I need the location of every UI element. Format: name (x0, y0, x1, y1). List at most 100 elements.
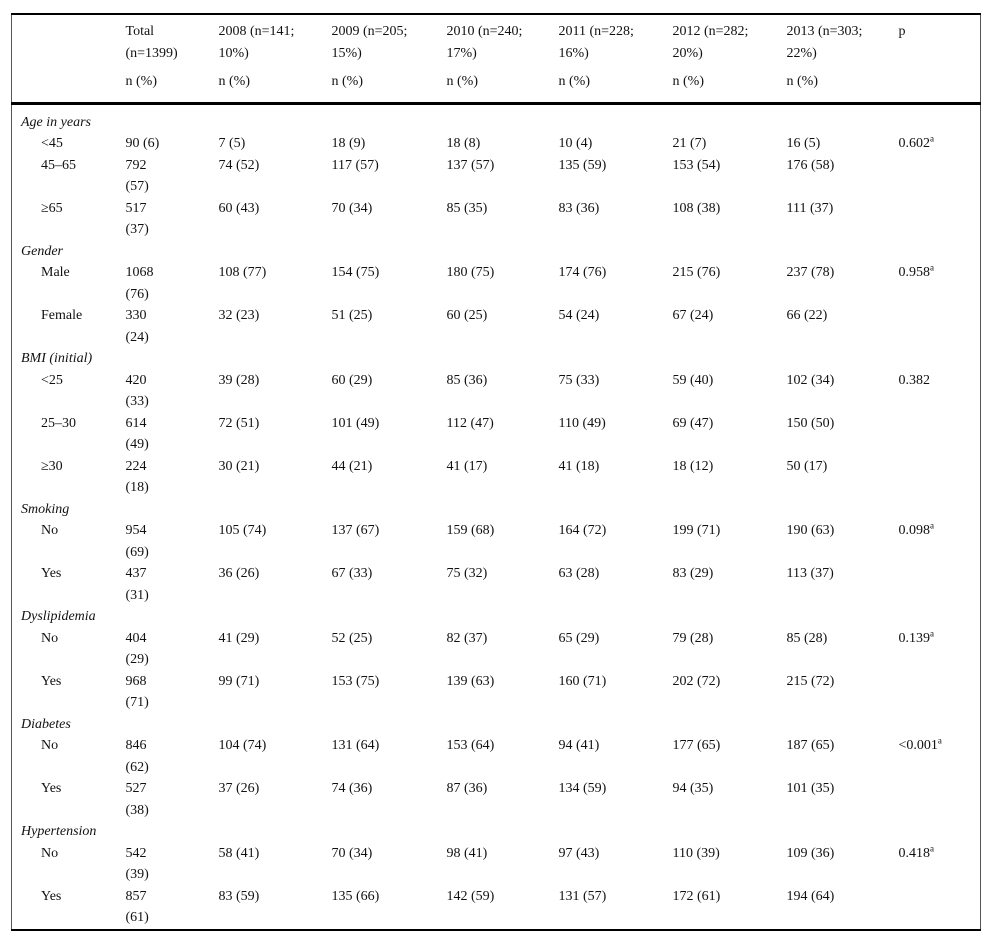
column-title: 2011 (n=228; 16%) (558, 24, 634, 61)
cell-total: 517 (37) (125, 200, 149, 238)
section-header-row: Diabetes (12, 714, 981, 736)
cell-2008: 37 (26) (218, 781, 260, 796)
cell-2013: 50 (17) (786, 458, 828, 474)
cell-2009: 154 (75) (331, 265, 380, 280)
cell-2009: 18 (9) (331, 136, 366, 151)
cell-2011: 54 (24) (558, 308, 600, 323)
cell-p (899, 198, 981, 241)
cell-2013: 16 (5) (786, 136, 821, 151)
cell-2012: 18 (12) (672, 458, 714, 474)
table-row: Male 1068 (76) 108 (77) 154 (75) 180 (75… (12, 262, 981, 305)
section-header-row: BMI (initial) (12, 348, 981, 370)
table-row: Female 330 (24) 32 (23) 51 (25) 60 (25) … (12, 305, 981, 348)
cell-2009: 74 (36) (331, 781, 373, 796)
row-label: Male (41, 265, 70, 280)
cell-2010: 41 (17) (446, 458, 488, 474)
row-label: Yes (41, 888, 62, 904)
section-name: Age in years (21, 114, 91, 130)
cell-total: 330 (24) (125, 308, 149, 345)
section-header-row: Age in years (12, 103, 981, 133)
cell-p: 0.602a (899, 133, 981, 155)
header-col-2009: 2009 (n=205; 15%) n (%) (331, 14, 447, 105)
header-col-2010: 2010 (n=240; 17%) n (%) (446, 14, 559, 105)
row-label: <25 (41, 372, 63, 388)
p-superscript: a (930, 520, 934, 531)
cell-2011: 65 (29) (558, 630, 600, 646)
table-row: Yes 857 (61) 83 (59) 135 (66) 142 (59) 1… (12, 886, 981, 930)
cell-2009: 60 (29) (331, 372, 373, 388)
section-name: Diabetes (21, 716, 71, 732)
p-superscript: a (930, 627, 934, 638)
section-header-row: Gender (12, 241, 981, 263)
cell-2012: 83 (29) (672, 566, 714, 581)
cell-2013: 102 (34) (786, 372, 835, 388)
cell-p: 0.139a (899, 628, 981, 671)
cell-2013: 111 (37) (786, 200, 834, 216)
cell-2008: 74 (52) (218, 157, 260, 173)
cell-2009: 67 (33) (331, 566, 373, 581)
header-col-2012: 2012 (n=282; 20%) n (%) (672, 14, 787, 105)
column-title: p (898, 24, 906, 39)
column-subtitle: n (%) (331, 74, 364, 89)
table-row: Yes 437 (31) 36 (26) 67 (33) 75 (32) 63 … (12, 563, 981, 606)
cell-2008: 32 (23) (218, 308, 260, 323)
table-row: <45 90 (6) 7 (5) 18 (9) 18 (8) 10 (4) 21… (12, 133, 981, 155)
header-col-2008: 2008 (n=141; 10%) n (%) (218, 14, 332, 105)
cell-2012: 67 (24) (672, 308, 714, 323)
cell-2010: 18 (8) (446, 136, 481, 151)
baseline-characteristics-table: Total (n=1399) n (%) 2008 (n=141; 10%) n… (11, 13, 981, 931)
cell-2012: 199 (71) (672, 523, 721, 538)
cell-2008: 30 (21) (218, 458, 260, 474)
row-label: 45–65 (41, 157, 76, 173)
section-header-row: Hypertension (12, 821, 981, 843)
cell-2010: 60 (25) (446, 308, 488, 323)
cell-total: 420 (33) (125, 372, 149, 410)
cell-p (899, 671, 981, 714)
table-row: Yes 527 (38) 37 (26) 74 (36) 87 (36) 134… (12, 778, 981, 821)
cell-2009: 135 (66) (331, 888, 380, 904)
cell-2011: 75 (33) (558, 372, 600, 388)
row-label: Female (41, 308, 83, 323)
column-title: 2013 (n=303; 22%) (786, 24, 863, 61)
column-subtitle: n (%) (558, 74, 591, 89)
cell-2008: 104 (74) (218, 738, 267, 753)
cell-2008: 58 (41) (218, 845, 260, 861)
section-header-row: Dyslipidemia (12, 606, 981, 628)
header-col-p: p (898, 14, 981, 105)
cell-2010: 153 (64) (446, 738, 495, 753)
cell-2011: 97 (43) (558, 845, 600, 861)
cell-2012: 172 (61) (672, 888, 721, 904)
table-row: Yes 968 (71) 99 (71) 153 (75) 139 (63) 1… (12, 671, 981, 714)
cell-2010: 112 (47) (446, 415, 494, 431)
cell-2011: 83 (36) (558, 200, 600, 216)
cell-2011: 164 (72) (558, 523, 607, 538)
cell-p (899, 778, 981, 821)
column-subtitle: n (%) (672, 74, 705, 89)
cell-2012: 110 (39) (672, 845, 720, 861)
cell-2008: 60 (43) (218, 200, 260, 216)
column-title: 2012 (n=282; 20%) (672, 24, 749, 61)
cell-2009: 101 (49) (331, 415, 380, 431)
section-name: Smoking (21, 501, 70, 517)
column-title: 2010 (n=240; 17%) (446, 24, 523, 61)
table-row: No 846 (62) 104 (74) 131 (64) 153 (64) 9… (12, 735, 981, 778)
cell-2010: 142 (59) (446, 888, 495, 904)
cell-2011: 134 (59) (558, 781, 607, 796)
cell-2010: 75 (32) (446, 566, 488, 581)
cell-2010: 85 (36) (446, 372, 488, 388)
header-row: Total (n=1399) n (%) 2008 (n=141; 10%) n… (11, 14, 981, 105)
cell-2012: 177 (65) (672, 738, 721, 753)
cell-2009: 52 (25) (331, 630, 373, 646)
row-label: No (41, 630, 59, 646)
cell-2010: 98 (41) (446, 845, 488, 861)
table-body: Age in years <45 90 (6) 7 (5) 18 (9) 18 … (12, 103, 981, 930)
table-row: 25–30 614 (49) 72 (51) 101 (49) 112 (47)… (12, 413, 981, 456)
cell-2013: 215 (72) (786, 673, 835, 689)
cell-2012: 59 (40) (672, 372, 714, 388)
cell-2012: 79 (28) (672, 630, 714, 646)
table-row: <25 420 (33) 39 (28) 60 (29) 85 (36) 75 … (12, 370, 981, 413)
cell-2013: 66 (22) (786, 308, 828, 323)
row-label: No (41, 523, 59, 538)
cell-2012: 21 (7) (672, 136, 707, 151)
